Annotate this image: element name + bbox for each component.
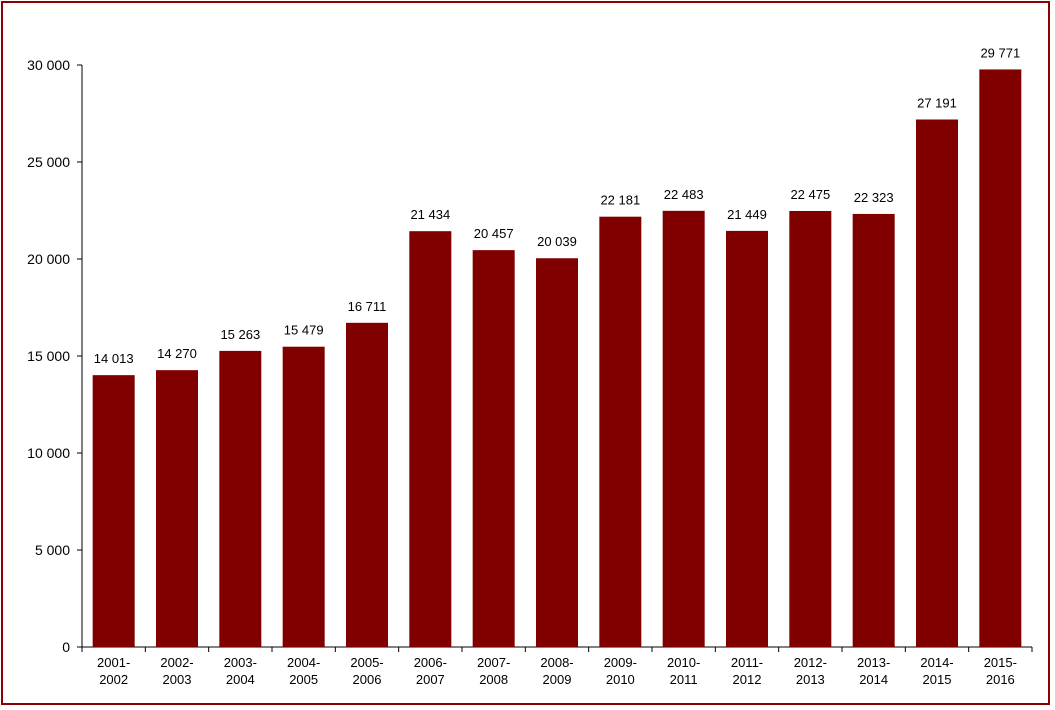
x-tick-label-line: 2005- — [350, 655, 383, 670]
x-tick-label: 2008- 2009 — [540, 655, 573, 687]
bar — [916, 119, 958, 647]
x-tick-label-line: 2003- — [224, 655, 257, 670]
bar — [536, 258, 578, 647]
x-tick-label-line: 2015 — [923, 672, 952, 687]
y-tick-label: 0 — [62, 639, 70, 655]
x-tick-label-line: 2006 — [353, 672, 382, 687]
x-tick-label: 2001- 2002 — [97, 655, 130, 687]
x-tick-label-line: 2003 — [163, 672, 192, 687]
x-tick-label: 2011- 2012 — [731, 655, 763, 687]
bar — [789, 210, 832, 648]
bar — [346, 322, 388, 647]
data-label: 14 013 — [94, 351, 134, 366]
y-tick-label: 15 000 — [27, 348, 70, 364]
data-label: 22 181 — [600, 193, 640, 208]
x-tick-label-line: 2006- — [414, 655, 447, 670]
bar — [156, 370, 198, 647]
x-tick-label-line: 2016 — [986, 672, 1015, 687]
x-tick-label-line: 2007- — [477, 655, 510, 670]
y-tick-label: 25 000 — [27, 154, 70, 170]
x-tick-label: 2014- 2015 — [920, 655, 953, 687]
x-tick-label-line: 2012- — [794, 655, 827, 670]
x-tick-label-line: 2002 — [99, 672, 128, 687]
bar — [852, 213, 895, 647]
x-tick-label: 2012- 2013 — [794, 655, 827, 687]
y-tick-label: 10 000 — [27, 445, 70, 461]
x-tick-label: 2002- 2003 — [160, 655, 193, 687]
data-label: 29 771 — [980, 45, 1020, 60]
x-tick-label-line: 2011 — [670, 672, 698, 687]
y-tick-label: 30 000 — [27, 57, 70, 73]
x-tick-label-line: 2005 — [289, 672, 318, 687]
data-label: 27 191 — [917, 95, 957, 110]
y-tick-label: 20 000 — [27, 251, 70, 267]
data-label: 22 323 — [854, 190, 894, 205]
data-label: 15 479 — [284, 323, 324, 338]
x-tick-label: 2003- 2004 — [224, 655, 257, 687]
data-label: 15 263 — [220, 327, 260, 342]
data-label: 21 449 — [727, 207, 767, 222]
x-tick-label-line: 2001- — [97, 655, 130, 670]
x-tick-label: 2010- 2011 — [667, 655, 700, 687]
x-tick-label: 2006- 2007 — [414, 655, 447, 687]
bar — [726, 230, 768, 647]
x-tick-label-line: 2015- — [984, 655, 1017, 670]
x-tick-label: 2009- 2010 — [604, 655, 637, 687]
x-tick-label-line: 2014 — [859, 672, 888, 687]
x-tick-label-line: 2013 — [796, 672, 825, 687]
data-label: 20 039 — [537, 234, 577, 249]
data-label: 22 483 — [664, 187, 704, 202]
x-tick-label-line: 2010- — [667, 655, 700, 670]
bar — [472, 250, 515, 647]
x-tick-label: 2004- 2005 — [287, 655, 320, 687]
bar — [282, 346, 325, 647]
x-tick-label-line: 2004- — [287, 655, 320, 670]
data-label: 20 457 — [474, 226, 514, 241]
x-tick-label: 2005- 2006 — [350, 655, 383, 687]
x-tick-label-line: 2008 — [479, 672, 508, 687]
x-tick-label-line: 2002- — [160, 655, 193, 670]
data-label: 21 434 — [410, 207, 450, 222]
x-tick-label-line: 2012 — [733, 672, 762, 687]
x-tick-label-line: 2013- — [857, 655, 890, 670]
x-tick-label-line: 2004 — [226, 672, 255, 687]
bar — [599, 216, 642, 647]
y-tick-label: 5 000 — [35, 542, 70, 558]
bar — [92, 375, 135, 647]
x-tick-label-line: 2008- — [540, 655, 573, 670]
x-tick-label-line: 2009 — [543, 672, 572, 687]
x-tick-label: 2015- 2016 — [984, 655, 1017, 687]
bar — [662, 210, 705, 647]
x-tick-label-line: 2010 — [606, 672, 635, 687]
bar — [219, 350, 262, 647]
x-tick-label: 2007- 2008 — [477, 655, 510, 687]
x-tick-label-line: 2009- — [604, 655, 637, 670]
x-tick-label-line: 2014- — [920, 655, 953, 670]
bar — [409, 231, 452, 647]
x-tick-label-line: 2011- — [731, 655, 763, 670]
bar — [979, 69, 1022, 647]
data-label: 14 270 — [157, 346, 197, 361]
data-label: 22 475 — [790, 187, 830, 202]
x-tick-label-line: 2007 — [416, 672, 445, 687]
data-label: 16 711 — [348, 299, 387, 314]
x-tick-label: 2013- 2014 — [857, 655, 890, 687]
